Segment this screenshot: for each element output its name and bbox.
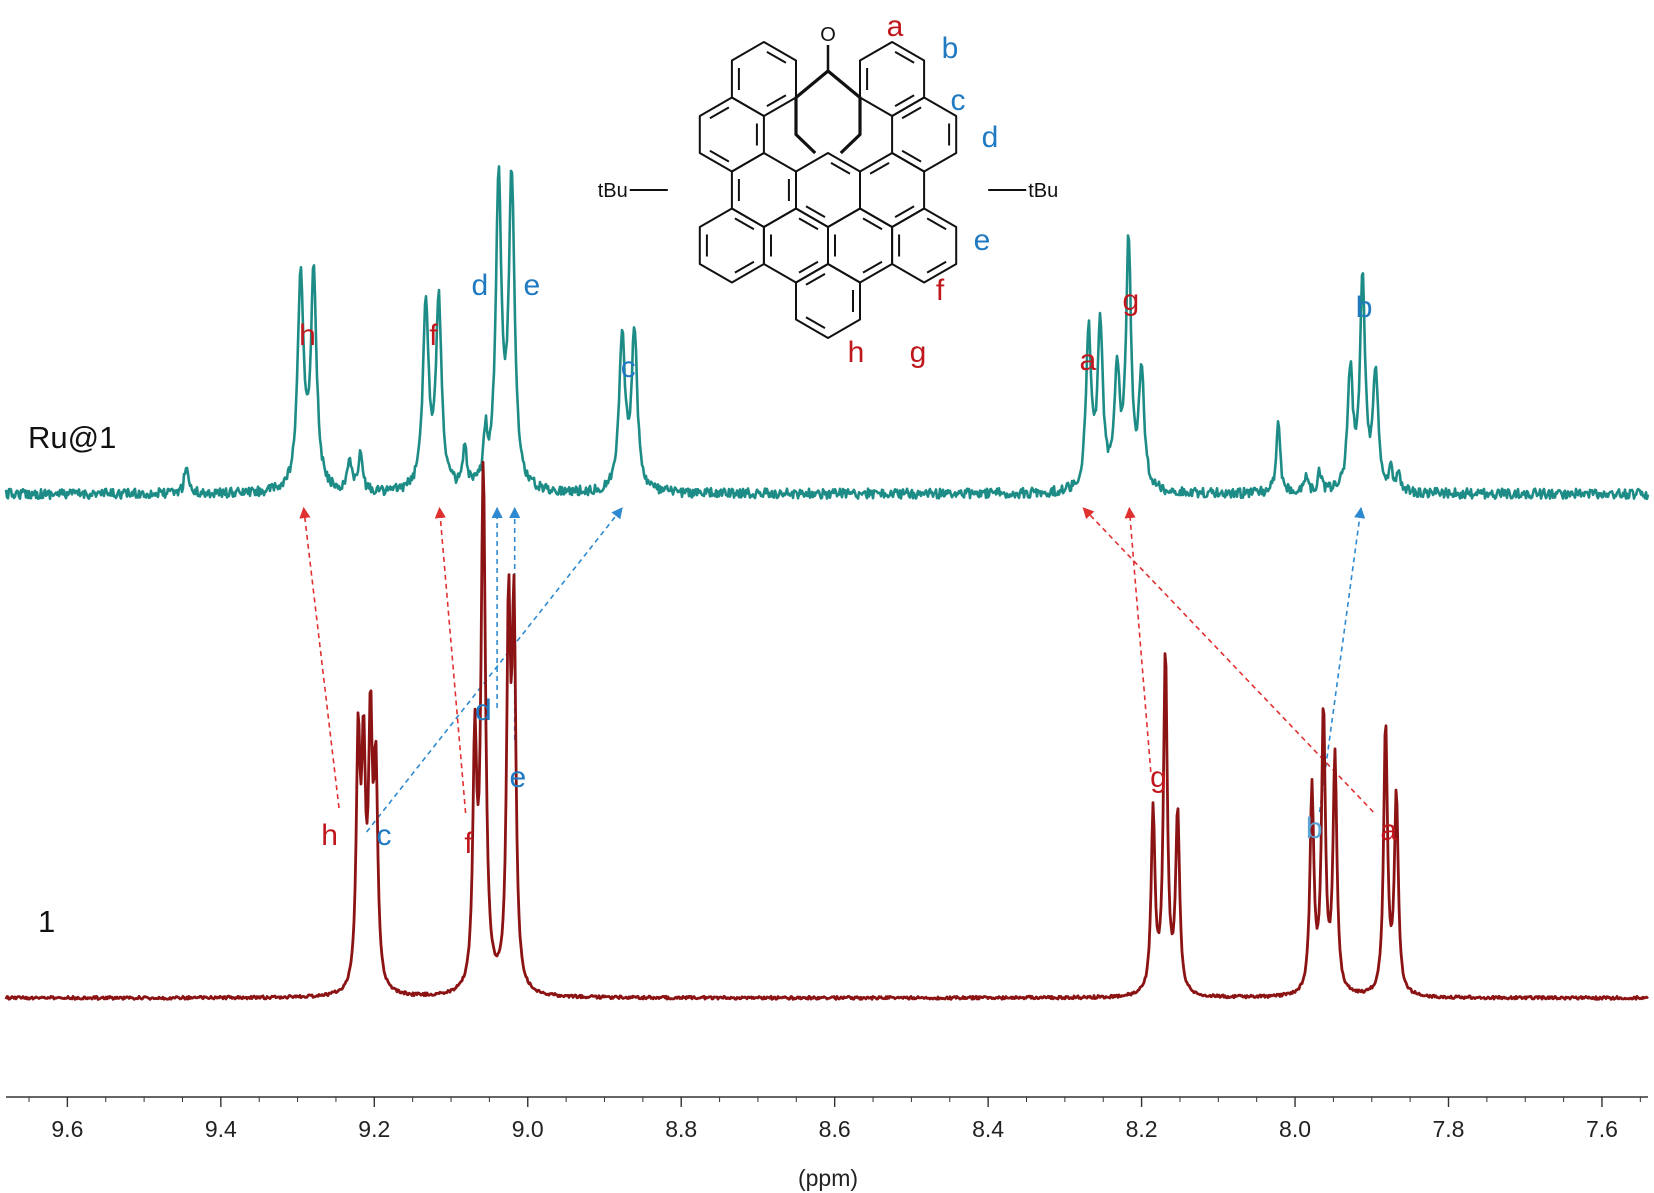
shift-arrow-g — [1124, 506, 1152, 773]
aromatic-bond — [709, 149, 730, 163]
heptagon-ring — [794, 69, 862, 155]
benzene-ring-2 — [859, 152, 926, 228]
peak-label-c: c — [377, 819, 392, 852]
shift-arrow-a — [1082, 507, 1374, 813]
structure-label-e: e — [974, 224, 991, 257]
aromatic-bond — [894, 51, 915, 64]
x-tick-label: 8.0 — [1279, 1116, 1311, 1142]
x-tick-label: 9.2 — [358, 1116, 390, 1142]
spectra — [4, 165, 1650, 1001]
peak-label-b: b — [1306, 812, 1323, 845]
peak-label-h: h — [299, 319, 316, 352]
x-tick-label: 8.4 — [972, 1116, 1004, 1142]
x-tick-label: 8.6 — [819, 1116, 851, 1142]
x-tick-label: 7.8 — [1433, 1116, 1465, 1142]
shift-arrow-f — [434, 506, 467, 814]
benzene-ring-1 — [730, 152, 797, 228]
x-tick-label: 9.6 — [51, 1116, 83, 1142]
peak-label-h: h — [321, 819, 338, 852]
x-tick-label: 7.6 — [1586, 1116, 1618, 1142]
structure-label-a: a — [887, 10, 904, 43]
aromatic-bond — [734, 217, 755, 231]
x-tick-label: 8.2 — [1126, 1116, 1158, 1142]
x-tick-label: 9.0 — [512, 1116, 544, 1142]
aromatic-bond — [805, 205, 826, 218]
tbu-left: tBu — [598, 180, 628, 202]
shift-arrow-c — [365, 507, 623, 833]
aromatic-bond — [805, 273, 826, 286]
structure-label-g: g — [910, 336, 927, 369]
aromatic-bond — [734, 260, 755, 274]
peak-label-e: e — [523, 269, 540, 302]
x-tick-label: 8.8 — [665, 1116, 697, 1142]
peak-label-b: b — [1356, 291, 1373, 324]
tbu-right: tBu — [1028, 180, 1058, 202]
spectrum-line-ru1 — [4, 165, 1650, 501]
aromatic-bond — [798, 217, 819, 231]
aromatic-bond — [766, 51, 787, 64]
aromatic-bond — [830, 162, 851, 175]
trace-label-ru1: Ru@1 — [28, 420, 116, 455]
aromatic-bond — [798, 260, 819, 274]
peak-label-a: a — [1380, 814, 1397, 847]
x-axis: 9.6 9.4 9.2 9.0 8.8 8.6 8.4 8.2 8.0 7.8 7.6 — [6, 1096, 1648, 1142]
peak-label-g: g — [1150, 761, 1167, 794]
peak-label-e: e — [509, 761, 526, 794]
peak-label-c: c — [621, 351, 636, 384]
trace-label-1: 1 — [38, 904, 55, 939]
benzene-ring-8 — [698, 96, 765, 173]
benzene-ring-4 — [827, 207, 894, 284]
structure-label-c: c — [951, 84, 966, 117]
spectrum-line-1 — [4, 460, 1649, 1001]
structure-label-h: h — [848, 336, 865, 369]
peak-label-f: f — [429, 319, 438, 352]
peak-label-d: d — [472, 269, 489, 302]
peak-label-a: a — [1080, 344, 1097, 377]
benzene-ring-11 — [859, 41, 926, 117]
aromatic-bond — [709, 106, 730, 120]
oxygen-atom: O — [820, 24, 836, 46]
shift-arrow-h — [299, 506, 340, 809]
shift-arrows — [299, 506, 1374, 833]
peak-label-f: f — [464, 827, 473, 860]
peak-label-d: d — [475, 694, 492, 727]
benzene-ring-6 — [698, 207, 765, 284]
aromatic-bond — [894, 205, 915, 218]
x-tick-label: 9.4 — [205, 1116, 237, 1142]
aromatic-bond — [862, 260, 883, 274]
aromatic-bond — [869, 162, 890, 175]
aromatic-bond — [901, 106, 922, 120]
structure-label-d: d — [982, 121, 999, 154]
peak-labels: h fd ec ag bh c fde gb a — [299, 269, 1397, 860]
structure-label-f: f — [936, 274, 945, 307]
aromatic-bond — [894, 94, 915, 107]
aromatic-bond — [926, 217, 947, 231]
x-axis-title: (ppm) — [798, 1165, 858, 1191]
benzene-ring-7 — [891, 207, 958, 284]
aromatic-bond — [901, 149, 922, 163]
aromatic-bond — [926, 260, 947, 274]
benzene-ring-0 — [795, 152, 861, 228]
aromatic-bond — [862, 217, 883, 231]
benzene-ring-5 — [795, 263, 861, 339]
aromatic-bond — [805, 316, 826, 329]
shift-arrow-b — [1318, 506, 1366, 813]
structure-label-b: b — [942, 32, 959, 65]
benzene-ring-9 — [891, 96, 958, 173]
aromatic-bond — [766, 94, 787, 107]
benzene-ring-10 — [730, 41, 797, 117]
benzene-ring-3 — [762, 207, 829, 284]
peak-label-g: g — [1122, 284, 1139, 317]
